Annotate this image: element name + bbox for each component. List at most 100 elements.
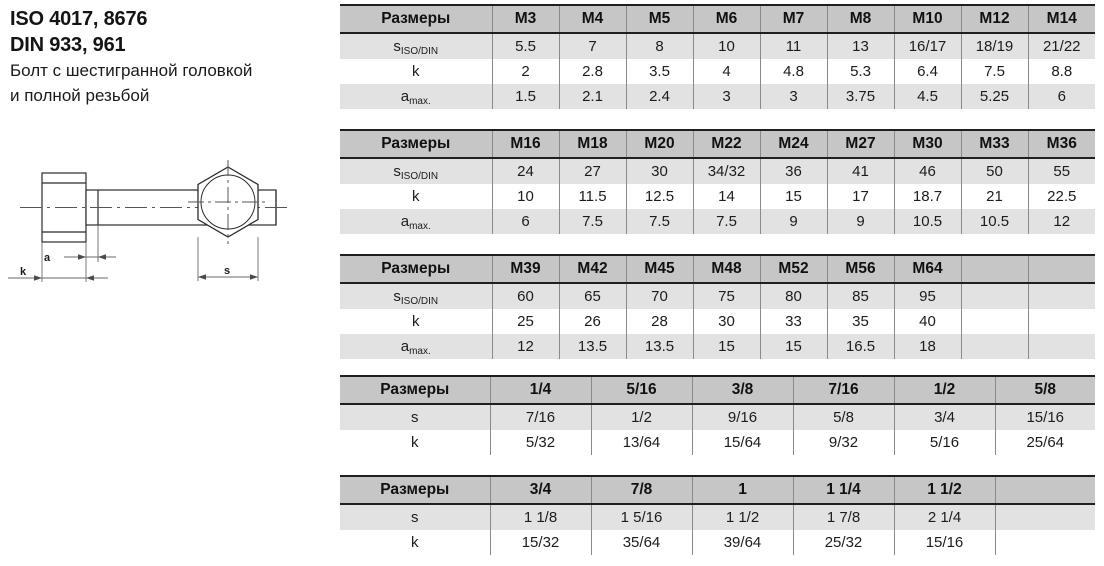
cell: 35/64 <box>590 530 693 555</box>
table-row: amax. 6 7.5 7.5 7.5 9 9 10.5 10.5 12 <box>340 209 1095 234</box>
cell: 27 <box>558 158 627 184</box>
cell <box>960 334 1029 359</box>
cell: 5/8 <box>792 404 895 430</box>
cell: 5.5 <box>491 33 560 59</box>
header-cell-size: Размеры <box>340 129 493 159</box>
header-cell-empty <box>994 475 1095 505</box>
cell: 6.4 <box>893 59 962 84</box>
header-cell-m6: M6 <box>692 4 761 34</box>
cell: 12 <box>491 334 560 359</box>
cell: 33 <box>759 309 828 334</box>
cell: 24 <box>491 158 560 184</box>
header-cell-size: Размеры <box>340 375 491 405</box>
cell: 80 <box>759 283 828 309</box>
cell: 26 <box>558 309 627 334</box>
table-header-row: Размеры M39 M42 M45 M48 M52 M56 M64 <box>340 254 1095 284</box>
cell: 10.5 <box>893 209 962 234</box>
cell: 10 <box>692 33 761 59</box>
cell <box>994 530 1095 555</box>
cell: 35 <box>826 309 895 334</box>
header-cell-m20: M20 <box>625 129 694 159</box>
table-row: k 25 26 28 30 33 35 40 <box>340 309 1095 334</box>
cell: 2 1/4 <box>893 504 996 530</box>
cell: 3 <box>692 84 761 109</box>
cell: 41 <box>826 158 895 184</box>
dimensions-table-imperial-2: Размеры 3/4 7/8 1 1 1/4 1 1/2 s 1 1/8 1 … <box>340 475 1095 555</box>
product-description-line-1: Болт с шестигранной головкой <box>10 61 253 80</box>
bolt-drawing: a k s <box>0 150 338 290</box>
row-label-k: k <box>340 309 493 334</box>
header-cell-size: Размеры <box>340 475 491 505</box>
header-cell-m33: M33 <box>960 129 1029 159</box>
header-cell-m24: M24 <box>759 129 828 159</box>
cell: 5.3 <box>826 59 895 84</box>
cell: 15 <box>759 334 828 359</box>
header-cell-one-quarter: 1 1/4 <box>792 475 895 505</box>
dimensions-table-metric-3: Размеры M39 M42 M45 M48 M52 M56 M64 sISO… <box>340 254 1095 359</box>
cell: 2.1 <box>558 84 627 109</box>
table-row: k 15/32 35/64 39/64 25/32 15/16 <box>340 530 1095 555</box>
dimension-label-k: k <box>20 266 27 278</box>
cell: 5/32 <box>489 430 592 455</box>
cell: 3 <box>759 84 828 109</box>
header-cell-m45: M45 <box>625 254 694 284</box>
header-cell-quarter: 1/4 <box>489 375 592 405</box>
cell: 46 <box>893 158 962 184</box>
cell: 2 <box>491 59 560 84</box>
header-cell-m48: M48 <box>692 254 761 284</box>
cell: 11.5 <box>558 184 627 209</box>
title-block: ISO 4017, 8676 DIN 933, 961 Болт с шести… <box>10 6 336 108</box>
cell: 95 <box>893 283 962 309</box>
cell: 9 <box>826 209 895 234</box>
table-row: sISO/DIN 5.5 7 8 10 11 13 16/17 18/19 21… <box>340 33 1095 59</box>
row-label-s: s <box>340 504 491 530</box>
cell: 3/4 <box>893 404 996 430</box>
cell: 1 1/2 <box>691 504 794 530</box>
header-cell-five-sixteen: 5/16 <box>590 375 693 405</box>
cell: 1/2 <box>590 404 693 430</box>
header-cell-m14: M14 <box>1027 4 1095 34</box>
cell: 75 <box>692 283 761 309</box>
cell: 50 <box>960 158 1029 184</box>
cell: 9/16 <box>691 404 794 430</box>
dimensions-table-imperial-1: Размеры 1/4 5/16 3/8 7/16 1/2 5/8 s 7/16… <box>340 375 1095 455</box>
header-cell-one: 1 <box>691 475 794 505</box>
header-cell-empty-2 <box>1027 254 1095 284</box>
cell: 15 <box>692 334 761 359</box>
row-label-k: k <box>340 530 491 555</box>
cell: 4.8 <box>759 59 828 84</box>
header-cell-m8: M8 <box>826 4 895 34</box>
header-cell-m16: M16 <box>491 129 560 159</box>
table-header-row: Размеры 1/4 5/16 3/8 7/16 1/2 5/8 <box>340 375 1095 405</box>
table-row: s 7/16 1/2 9/16 5/8 3/4 15/16 <box>340 404 1095 430</box>
cell: 13 <box>826 33 895 59</box>
cell: 18/19 <box>960 33 1029 59</box>
header-cell-m3: M3 <box>491 4 560 34</box>
header-cell-size: Размеры <box>340 254 493 284</box>
cell: 18.7 <box>893 184 962 209</box>
cell: 17 <box>826 184 895 209</box>
table-header-row: Размеры 3/4 7/8 1 1 1/4 1 1/2 <box>340 475 1095 505</box>
cell: 14 <box>692 184 761 209</box>
cell: 4 <box>692 59 761 84</box>
cell: 40 <box>893 309 962 334</box>
cell: 10.5 <box>960 209 1029 234</box>
cell: 9/32 <box>792 430 895 455</box>
cell: 9 <box>759 209 828 234</box>
cell <box>1027 334 1095 359</box>
table-header-row: Размеры M3 M4 M5 M6 M7 M8 M10 M12 M14 <box>340 4 1095 34</box>
header-cell-m27: M27 <box>826 129 895 159</box>
cell: 60 <box>491 283 560 309</box>
cell: 5.25 <box>960 84 1029 109</box>
header-cell-half: 1/2 <box>893 375 996 405</box>
cell: 7 <box>558 33 627 59</box>
cell: 7.5 <box>558 209 627 234</box>
table-row: k 5/32 13/64 15/64 9/32 5/16 25/64 <box>340 430 1095 455</box>
cell: 7.5 <box>960 59 1029 84</box>
cell: 70 <box>625 283 694 309</box>
row-label-a-max: amax. <box>340 334 493 359</box>
table-row: amax. 12 13.5 13.5 15 15 16.5 18 <box>340 334 1095 359</box>
cell: 11 <box>759 33 828 59</box>
row-label-s-iso-din: sISO/DIN <box>340 33 493 59</box>
header-cell-m56: M56 <box>826 254 895 284</box>
